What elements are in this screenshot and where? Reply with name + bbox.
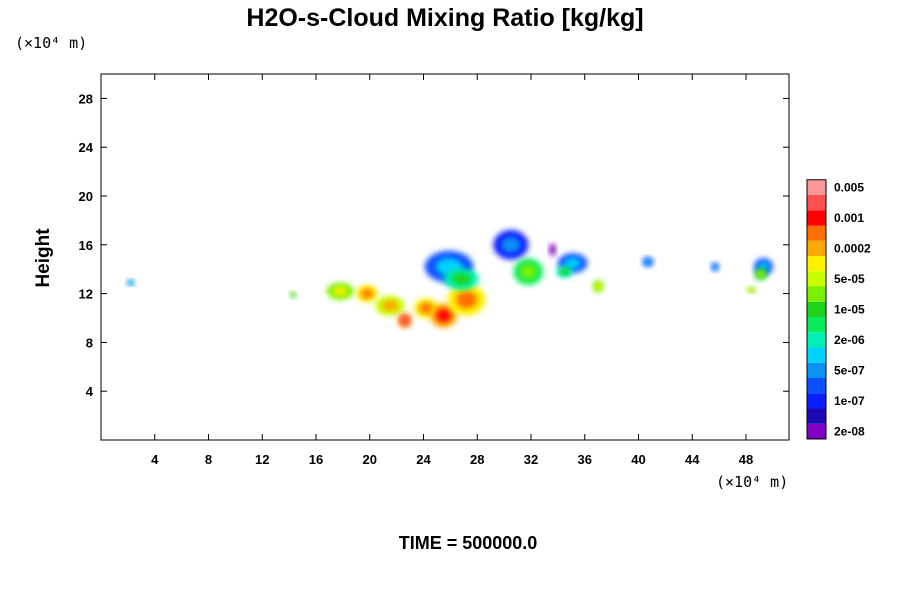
cloud-region-core bbox=[451, 272, 471, 285]
y-axis-label: Height bbox=[33, 228, 54, 288]
cloud-region-core bbox=[595, 282, 602, 290]
plot-frame bbox=[100, 73, 790, 441]
cloud-region-core bbox=[712, 264, 718, 270]
y-axis: 4 8 12 16 20 24 28 bbox=[79, 91, 789, 399]
x-tick-label: 48 bbox=[739, 452, 753, 467]
chart-title: H2O-s-Cloud Mixing Ratio [kg/kg] bbox=[246, 4, 643, 32]
cloud-region-core bbox=[757, 270, 765, 278]
legend-swatch bbox=[807, 332, 826, 348]
cloud-region-core bbox=[748, 288, 754, 292]
color-legend: 2e-08 1e-07 5e-07 2e-06 1e-05 5e-05 0.0002 0.00… bbox=[806, 179, 871, 440]
legend-swatch bbox=[807, 317, 826, 333]
legend-swatch bbox=[807, 286, 826, 302]
cloud-region-core bbox=[520, 264, 537, 280]
x-tick-label: 12 bbox=[255, 452, 269, 467]
legend-label: 0.0002 bbox=[834, 241, 871, 255]
x-tick-label: 8 bbox=[205, 452, 212, 467]
cloud-region-core bbox=[332, 286, 348, 296]
x-tick-label: 24 bbox=[416, 452, 431, 467]
legend-swatch bbox=[807, 195, 826, 211]
legend-swatch bbox=[807, 210, 826, 226]
cloud-region-core bbox=[291, 293, 295, 297]
x-axis: 4 8 12 16 20 24 28 32 36 40 44 48 bbox=[151, 74, 753, 467]
legend-swatch bbox=[807, 179, 826, 195]
data-layer bbox=[126, 230, 773, 328]
legend-label: 1e-07 bbox=[834, 394, 865, 408]
x-tick-label: 16 bbox=[309, 452, 323, 467]
x-tick-label: 4 bbox=[151, 452, 159, 467]
y-tick-label: 24 bbox=[79, 140, 94, 155]
legend-label: 2e-08 bbox=[834, 424, 865, 438]
cloud-region-core bbox=[400, 316, 409, 325]
cloud-region bbox=[549, 243, 556, 256]
cloud-region-core bbox=[381, 300, 399, 312]
legend-swatch bbox=[807, 256, 826, 272]
y-unit-label: (×10⁴ m) bbox=[15, 34, 87, 52]
legend-swatch bbox=[807, 301, 826, 317]
x-tick-label: 20 bbox=[363, 452, 377, 467]
time-label: TIME = 500000.0 bbox=[399, 533, 538, 553]
cloud-region-core bbox=[456, 290, 477, 309]
legend-label: 1e-05 bbox=[834, 302, 865, 316]
cloud-region-core bbox=[436, 308, 452, 323]
x-tick-label: 28 bbox=[470, 452, 484, 467]
legend-label: 5e-05 bbox=[834, 272, 865, 286]
legend-swatch bbox=[807, 408, 826, 424]
x-unit-label: (×10⁴ m) bbox=[716, 473, 788, 491]
y-tick-label: 20 bbox=[79, 189, 93, 204]
cloud-region-core bbox=[501, 236, 521, 253]
x-tick-label: 44 bbox=[685, 452, 700, 467]
y-tick-label: 12 bbox=[79, 287, 93, 302]
legend-label: 5e-07 bbox=[834, 363, 865, 377]
cloud-region-core bbox=[419, 302, 433, 314]
cloud-region-core bbox=[128, 280, 133, 285]
y-tick-label: 28 bbox=[79, 91, 93, 106]
legend-swatch bbox=[807, 362, 826, 378]
legend-label: 2e-06 bbox=[834, 333, 865, 347]
x-tick-label: 40 bbox=[631, 452, 645, 467]
cloud-region-core bbox=[560, 268, 570, 275]
y-tick-label: 4 bbox=[86, 384, 94, 399]
legend-label: 0.001 bbox=[834, 211, 864, 225]
legend-swatch bbox=[807, 225, 826, 241]
legend-label: 0.005 bbox=[834, 180, 864, 194]
legend-frame bbox=[806, 179, 827, 440]
cloud-region-core bbox=[564, 257, 581, 269]
cloud-region-core bbox=[361, 288, 373, 299]
legend-swatch bbox=[807, 347, 826, 363]
y-tick-label: 8 bbox=[86, 335, 93, 350]
y-tick-label: 16 bbox=[79, 238, 93, 253]
x-tick-label: 36 bbox=[578, 452, 592, 467]
legend-swatch bbox=[807, 378, 826, 394]
legend-swatch bbox=[807, 423, 826, 439]
x-tick-label: 32 bbox=[524, 452, 538, 467]
legend-swatch bbox=[807, 271, 826, 287]
legend-swatch bbox=[807, 393, 826, 409]
legend-swatch bbox=[807, 240, 826, 256]
cloud-region-core bbox=[644, 259, 651, 265]
